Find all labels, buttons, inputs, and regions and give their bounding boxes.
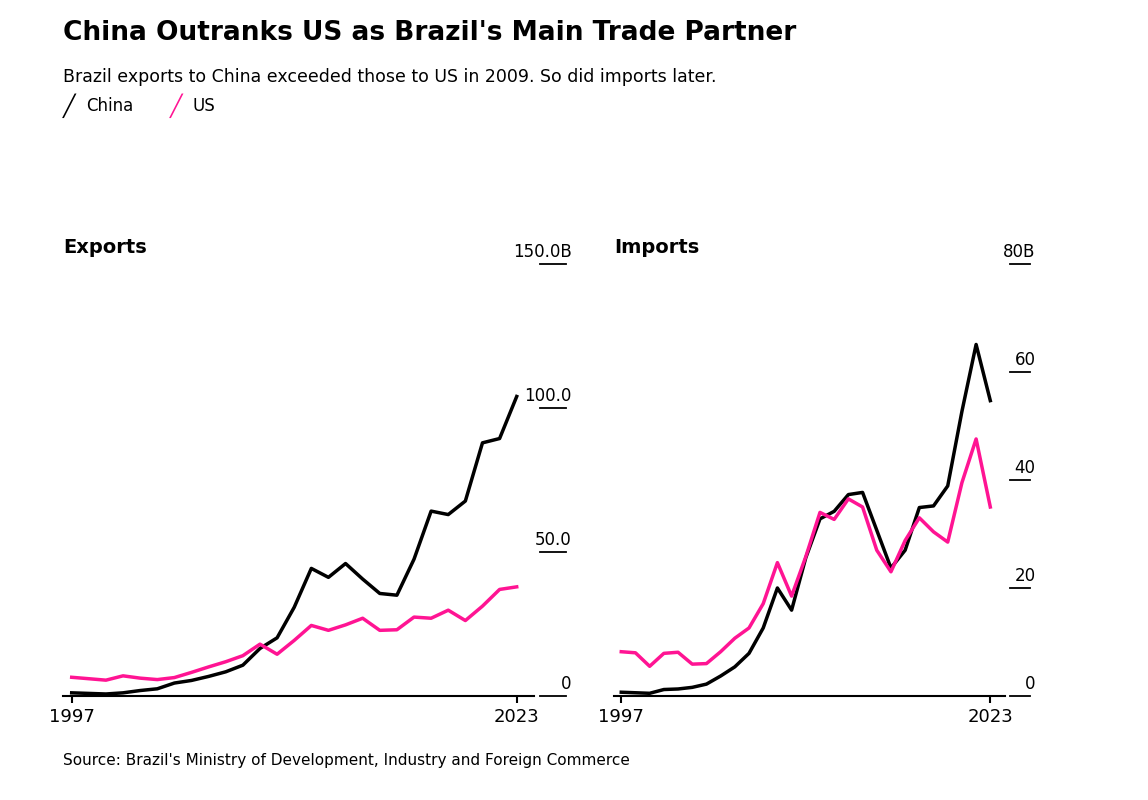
Text: 20: 20	[1015, 566, 1035, 585]
Text: China: China	[86, 97, 133, 114]
Text: 40: 40	[1015, 458, 1035, 477]
Text: Brazil exports to China exceeded those to US in 2009. So did imports later.: Brazil exports to China exceeded those t…	[63, 68, 716, 86]
Text: ╱: ╱	[63, 94, 76, 118]
Text: Imports: Imports	[614, 238, 699, 257]
Text: 0: 0	[561, 675, 572, 693]
Text: Exports: Exports	[63, 238, 147, 257]
Text: 80B: 80B	[1003, 242, 1035, 261]
Text: 100.0: 100.0	[525, 387, 572, 405]
Text: Source: Brazil's Ministry of Development, Industry and Foreign Commerce: Source: Brazil's Ministry of Development…	[63, 753, 630, 768]
Text: 0: 0	[1025, 675, 1035, 693]
Text: 60: 60	[1015, 350, 1035, 369]
Text: US: US	[193, 97, 216, 114]
Text: 150.0B: 150.0B	[513, 242, 572, 261]
Text: 50.0: 50.0	[535, 531, 572, 549]
Text: ╱: ╱	[170, 94, 183, 118]
Text: China Outranks US as Brazil's Main Trade Partner: China Outranks US as Brazil's Main Trade…	[63, 20, 797, 46]
